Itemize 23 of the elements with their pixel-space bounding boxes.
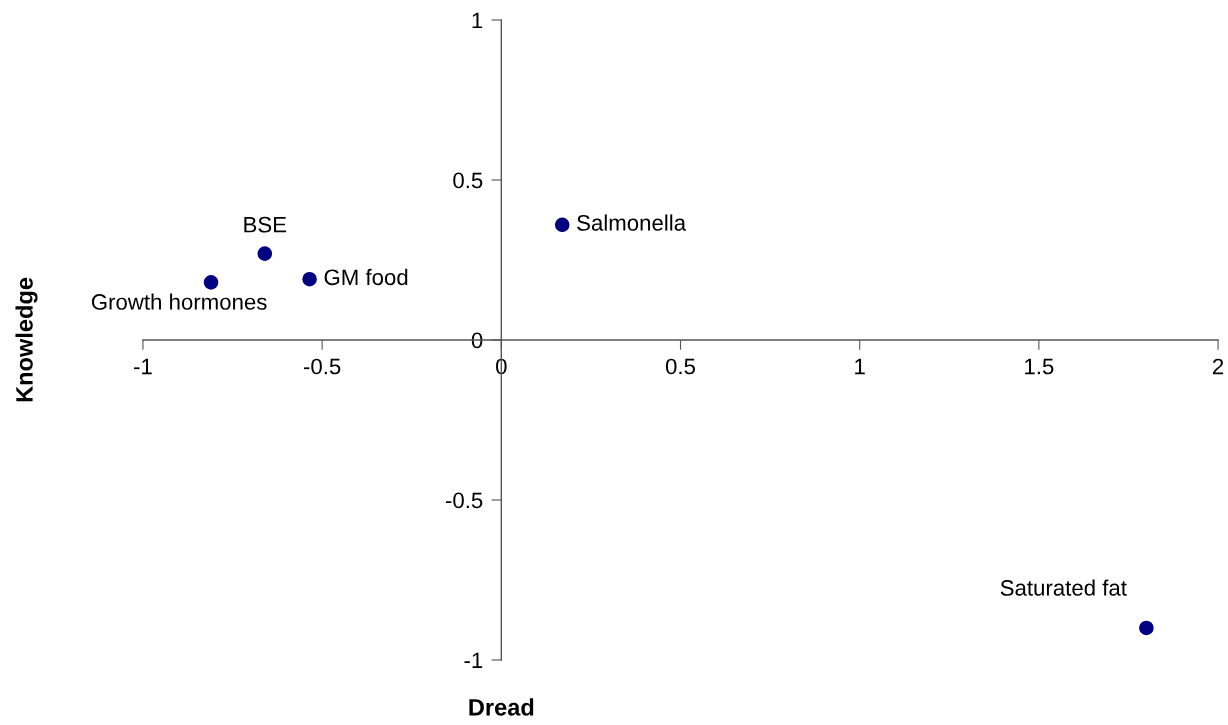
point: [554, 217, 570, 233]
x-tick-label: 1.5: [1025, 358, 1054, 375]
x-tick-label: 1: [855, 358, 865, 375]
y-axis-title: Knowledge: [15, 277, 38, 402]
y-tick-label: 0.5: [453, 172, 483, 189]
y-tick-label: 0: [471, 332, 483, 349]
annotation: Salmonella: [577, 214, 687, 231]
annotation: BSE: [244, 216, 287, 233]
x-tick-label: -0.5: [303, 358, 341, 375]
y-tick-label: -1: [464, 652, 483, 669]
x-tick-label: -1: [134, 358, 152, 375]
annotation: Growth hormones: [91, 293, 267, 310]
x-tick-label: 0.5: [665, 358, 696, 375]
y-tick-label: -0.5: [445, 492, 483, 509]
annotation: Saturated fat: [1000, 579, 1127, 596]
point: [257, 246, 273, 261]
y-tick-label: 1: [472, 12, 483, 29]
x-tick-label: 2: [1212, 358, 1224, 375]
x-axis-title: Dread: [469, 698, 534, 716]
point: [302, 271, 317, 287]
point: [1139, 620, 1154, 636]
annotation: GM food: [324, 268, 408, 286]
point: [203, 275, 219, 290]
